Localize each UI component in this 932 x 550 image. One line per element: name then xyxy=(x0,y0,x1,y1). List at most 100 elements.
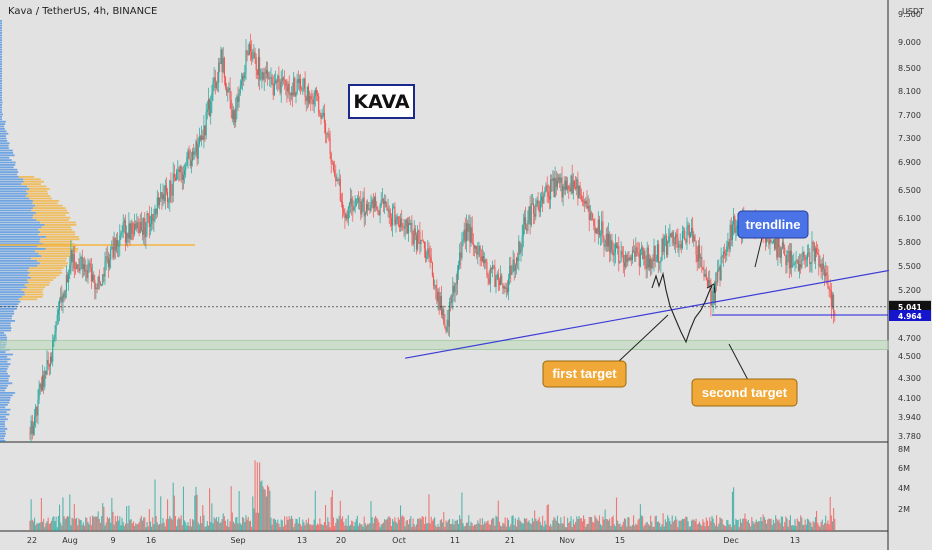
volume-bar xyxy=(425,516,427,531)
candle-body xyxy=(663,236,665,252)
candle-body xyxy=(212,81,214,94)
volume-bar xyxy=(315,525,317,531)
volume-bar xyxy=(745,518,747,531)
volume-bar xyxy=(49,522,52,531)
volume-bar xyxy=(470,521,472,531)
volume-profile-bar xyxy=(0,29,2,32)
volume-bar xyxy=(808,519,810,531)
volume-bar xyxy=(726,519,728,531)
price-tick-label: 4.100 xyxy=(898,394,921,403)
volume-bar xyxy=(139,518,141,531)
price-tick-label: 3.940 xyxy=(898,413,921,422)
volume-bar xyxy=(523,517,525,531)
candle-body xyxy=(821,263,823,272)
candle-body xyxy=(324,123,327,134)
volume-bar xyxy=(520,521,522,531)
candle-body xyxy=(36,406,38,416)
volume-profile-bar xyxy=(0,435,6,437)
candle-body xyxy=(411,222,413,235)
candle-body xyxy=(180,166,182,173)
volume-bar xyxy=(327,517,329,531)
candle-body xyxy=(475,245,477,249)
volume-profile-bar xyxy=(0,320,15,322)
volume-bar xyxy=(664,519,666,531)
candle-body xyxy=(128,223,130,239)
volume-bar xyxy=(460,519,462,531)
trendline-callout[interactable]: trendline xyxy=(737,210,809,268)
candle-body xyxy=(789,251,791,269)
second-target-callout[interactable]: second target xyxy=(691,343,798,407)
volume-bar xyxy=(61,525,63,531)
volume-bar xyxy=(34,517,36,531)
volume-bar xyxy=(254,460,256,531)
volume-bar xyxy=(29,520,31,531)
candle-body xyxy=(481,256,483,261)
candle-body xyxy=(197,144,199,159)
candle-body xyxy=(583,200,585,202)
trendline[interactable] xyxy=(404,258,932,359)
volume-bar xyxy=(238,491,240,531)
candle-body xyxy=(222,57,224,72)
candle-body xyxy=(589,213,591,221)
candle-body xyxy=(543,194,545,204)
candle-body xyxy=(270,77,272,78)
candle-body xyxy=(453,285,455,293)
candle-body xyxy=(482,256,485,264)
volume-bar xyxy=(195,486,197,531)
candle-body xyxy=(469,224,471,243)
candle-body xyxy=(213,77,215,82)
candle-body xyxy=(472,243,474,245)
candle-body xyxy=(171,194,173,196)
volume-bar xyxy=(692,519,694,531)
volume-bar xyxy=(716,515,718,531)
volume-profile-bar xyxy=(0,197,30,200)
candle-body xyxy=(537,200,539,207)
volume-bar xyxy=(714,525,716,531)
candle-body xyxy=(787,251,789,252)
volume-bar xyxy=(826,523,828,531)
volume-bar xyxy=(464,526,466,531)
candle-body xyxy=(161,192,163,200)
volume-bar xyxy=(739,518,741,531)
candle-body xyxy=(77,264,79,269)
candle-body xyxy=(232,110,235,120)
volume-profile-bar xyxy=(0,84,2,87)
first-target-callout[interactable]: first target xyxy=(542,314,669,388)
candle-body xyxy=(722,251,724,257)
volume-bar xyxy=(226,526,228,531)
candle-body xyxy=(297,79,299,83)
candle-body xyxy=(395,219,397,225)
candle-body xyxy=(398,224,400,228)
volume-profile-bar xyxy=(30,257,67,260)
candle-body xyxy=(792,265,794,268)
volume-profile-bar xyxy=(0,334,7,337)
candle-body xyxy=(228,88,230,90)
projected-path[interactable] xyxy=(651,271,713,344)
candle-body xyxy=(315,89,317,94)
candle-body xyxy=(608,233,610,247)
volume-profile-bar xyxy=(0,188,30,190)
volume-profile-bar xyxy=(0,104,2,106)
candle-body xyxy=(84,264,86,272)
volume-bar xyxy=(319,518,321,531)
volume-bar xyxy=(445,520,447,531)
price-axis[interactable]: USDT9.5009.0008.5008.1007.7007.3006.9006… xyxy=(889,0,932,531)
candle-body xyxy=(829,288,831,291)
candle-body xyxy=(147,213,149,216)
volume-profile-bar xyxy=(39,240,73,243)
volume-bar xyxy=(568,522,570,531)
volume-bar xyxy=(672,521,674,531)
volume-bar xyxy=(532,521,535,531)
kava-label-box[interactable]: KAVA xyxy=(348,84,415,119)
candle-body xyxy=(512,259,514,272)
candle-body xyxy=(284,79,286,81)
volume-profile-bar xyxy=(40,221,76,224)
candle-body xyxy=(251,51,253,60)
candle-body xyxy=(181,172,183,180)
candle-body xyxy=(511,271,513,275)
time-axis[interactable]: 22 Aug 9 16 Sep 13 20 Oct 11 21 Nov 15 Dec 13 xyxy=(27,536,800,545)
volume-profile-bar xyxy=(25,195,51,197)
candle-body xyxy=(245,50,247,73)
candle-body xyxy=(598,219,601,236)
candle-body xyxy=(425,248,427,259)
